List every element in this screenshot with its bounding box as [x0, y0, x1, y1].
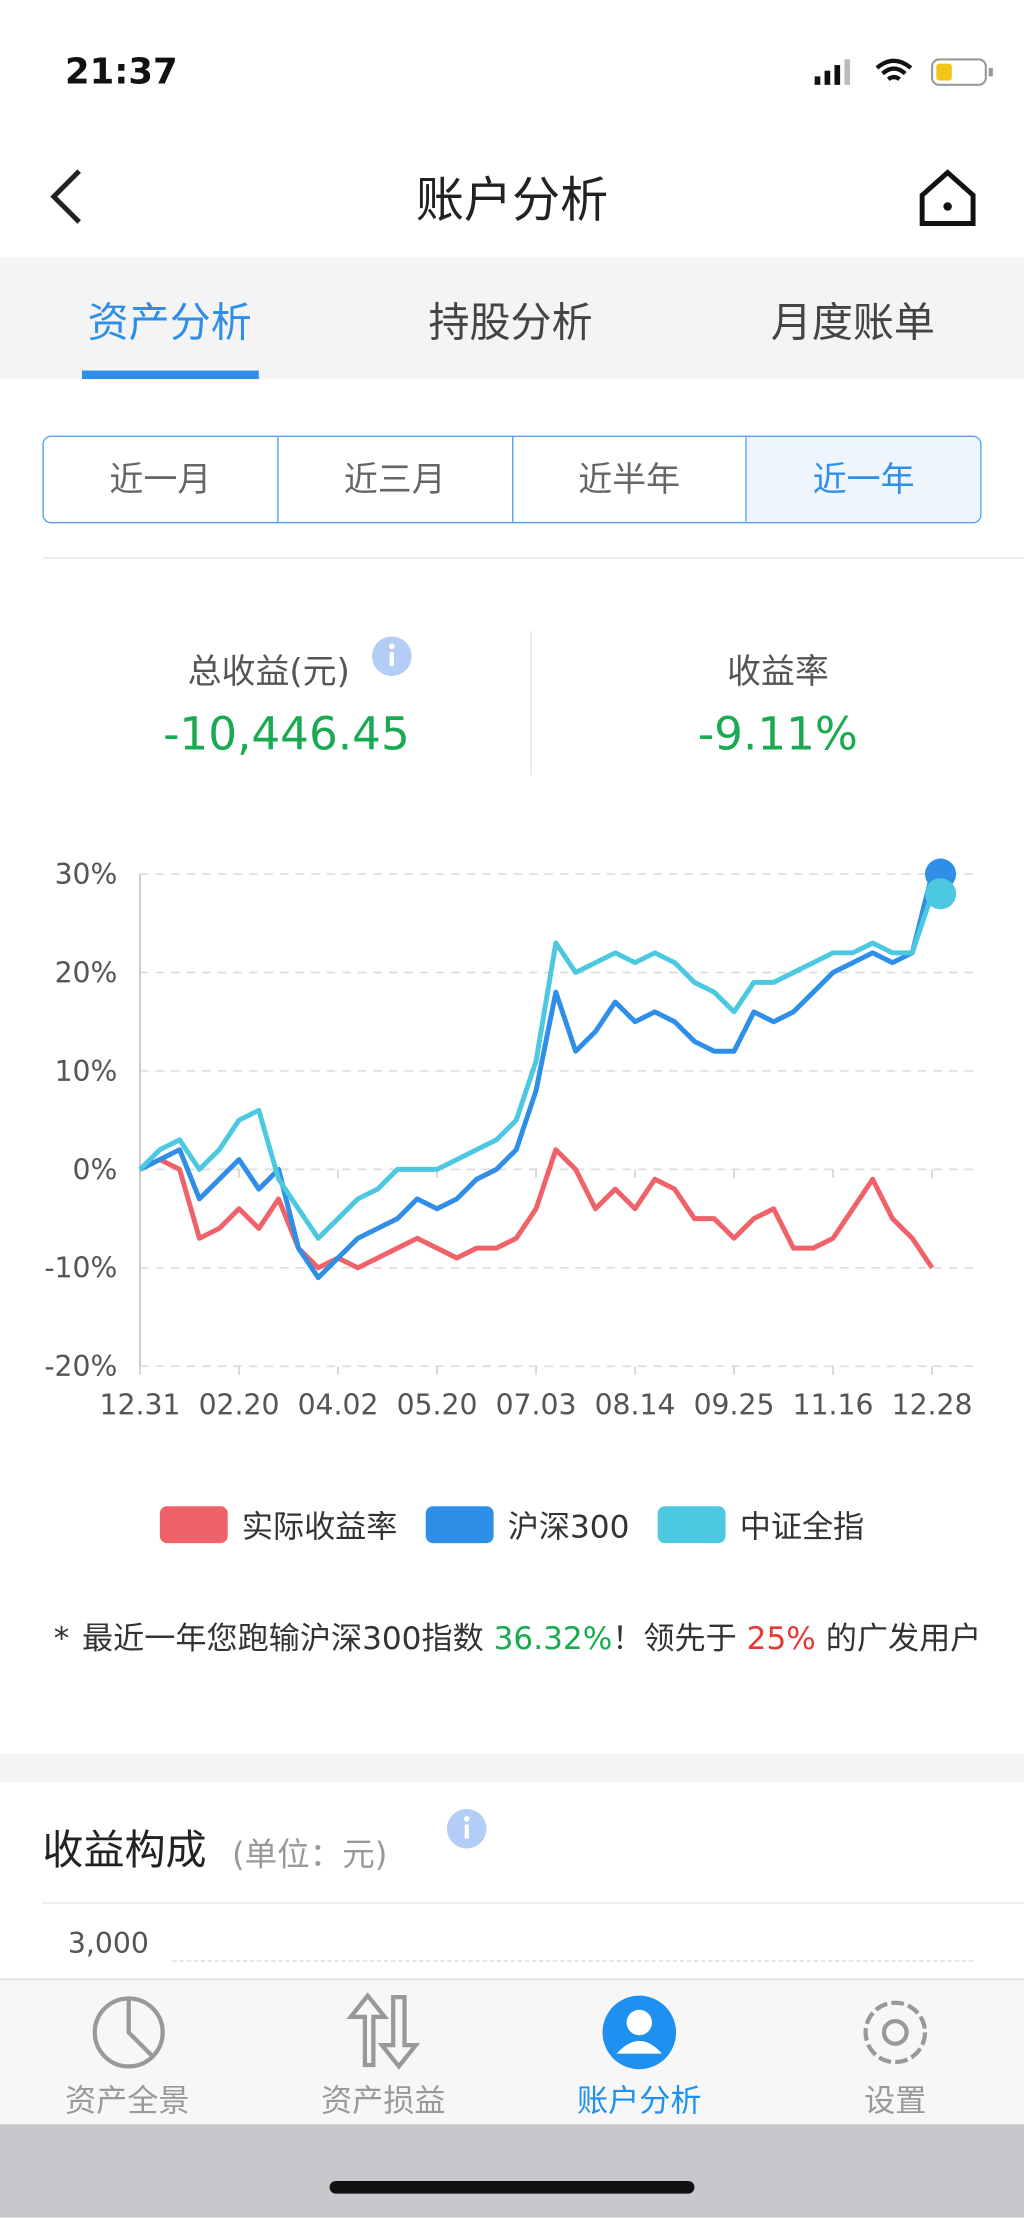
nav-label[interactable]: 资产损益 — [321, 2084, 446, 2121]
period-button[interactable]: 近一月 — [44, 437, 279, 522]
period-selector: 近一月 近三月 近半年 近一年 — [42, 435, 982, 524]
note-lag: 36.32% — [493, 1622, 613, 1658]
note-rank: 25% — [746, 1622, 816, 1658]
x-tick-label: 05.20 — [397, 1388, 478, 1421]
x-tick-label: 12.31 — [100, 1388, 181, 1421]
y-tick-label: 10% — [55, 1055, 118, 1088]
note: * 最近一年您跑输沪深300指数 36.32%！领先于 25% 的广发用户 — [54, 1615, 987, 1666]
rate-label: 收益率 — [726, 652, 829, 692]
total-value: -10,446.45 — [163, 707, 410, 761]
note-star: * — [53, 1622, 70, 1658]
income-unit: (单位：元) — [231, 1837, 388, 1875]
chart: -20% -10% 0% 10% 20% 30% 12.31 02.20 04.02 05.20 0… — [44, 858, 976, 1421]
y-tick-label: 0% — [73, 1153, 118, 1186]
nav-icon[interactable] — [91, 1994, 167, 2070]
divider — [530, 630, 532, 776]
y-tick-label: -10% — [44, 1252, 117, 1285]
legend-label: 实际收益率 — [241, 1510, 398, 1546]
note-text: ！领先于 — [612, 1622, 737, 1658]
note-text: 的广发用户 — [825, 1622, 982, 1658]
tab[interactable]: 资产分析 — [87, 298, 252, 347]
legend-swatch — [425, 1506, 494, 1544]
total-label: 总收益(元) — [187, 652, 350, 692]
x-tick-label: 11.16 — [793, 1388, 874, 1421]
legend-item[interactable]: 沪深300 — [425, 1502, 630, 1547]
income-tick: 3,000 — [67, 1926, 149, 1961]
nav-label[interactable]: 设置 — [864, 2084, 927, 2121]
tab-bar — [0, 257, 1024, 380]
status-time: 21:37 — [65, 50, 178, 92]
legend-label: 中证全指 — [739, 1510, 865, 1546]
legend: 实际收益率 沪深300 中证全指 — [0, 1502, 1024, 1547]
y-tick-label: 20% — [55, 956, 118, 989]
divider — [42, 1902, 1024, 1904]
info-icon[interactable] — [371, 635, 413, 677]
nav-label[interactable]: 资产全景 — [65, 2084, 190, 2121]
nav-icon[interactable] — [345, 1991, 421, 2070]
y-tick-label: 30% — [55, 858, 118, 891]
back-button[interactable] — [42, 163, 99, 234]
status-icons — [814, 58, 993, 86]
end-marker — [924, 878, 957, 910]
rate-value: -9.11% — [697, 707, 858, 761]
divider — [42, 557, 1024, 559]
y-tick-label: -20% — [44, 1350, 117, 1383]
tab[interactable]: 月度账单 — [770, 298, 935, 347]
section-gap — [0, 1753, 1024, 1783]
x-tick-label: 04.02 — [298, 1388, 379, 1421]
legend-item[interactable]: 实际收益率 — [159, 1502, 398, 1547]
nav-label[interactable]: 账户分析 — [577, 2084, 702, 2121]
legend-swatch — [159, 1506, 228, 1544]
nav-title: 账户分析 — [415, 172, 609, 230]
legend-swatch — [657, 1506, 726, 1544]
legend-label: 沪深300 — [507, 1510, 630, 1546]
income-title: 收益构成 — [42, 1825, 207, 1875]
x-tick-label: 02.20 — [199, 1388, 280, 1421]
x-tick-label: 08.14 — [595, 1388, 676, 1421]
period-button[interactable]: 近三月 — [278, 437, 513, 522]
period-button[interactable]: 近半年 — [513, 437, 748, 522]
x-tick-label: 12.28 — [892, 1388, 973, 1421]
home-button[interactable] — [917, 167, 979, 229]
home-indicator — [329, 2180, 695, 2194]
tab[interactable]: 持股分析 — [428, 298, 593, 347]
x-tick-label: 07.03 — [496, 1388, 577, 1421]
bottom-nav: 资产全景 资产损益 账户分析 设置 — [0, 1978, 1024, 2126]
nav-icon[interactable] — [857, 1994, 933, 2070]
income-grid — [172, 1960, 974, 1962]
legend-item[interactable]: 中证全指 — [657, 1502, 865, 1547]
period-button[interactable]: 近一年 — [747, 437, 981, 522]
series-line — [138, 892, 935, 1241]
series-line — [138, 1147, 935, 1271]
nav-icon[interactable] — [601, 1994, 677, 2070]
info-icon[interactable] — [446, 1808, 488, 1850]
note-text: 最近一年您跑输沪深300指数 — [82, 1622, 484, 1658]
series-line — [138, 873, 935, 1281]
x-tick-label: 09.25 — [694, 1388, 775, 1421]
home-indicator-bar — [0, 2124, 1024, 2218]
tab-indicator — [82, 370, 259, 380]
